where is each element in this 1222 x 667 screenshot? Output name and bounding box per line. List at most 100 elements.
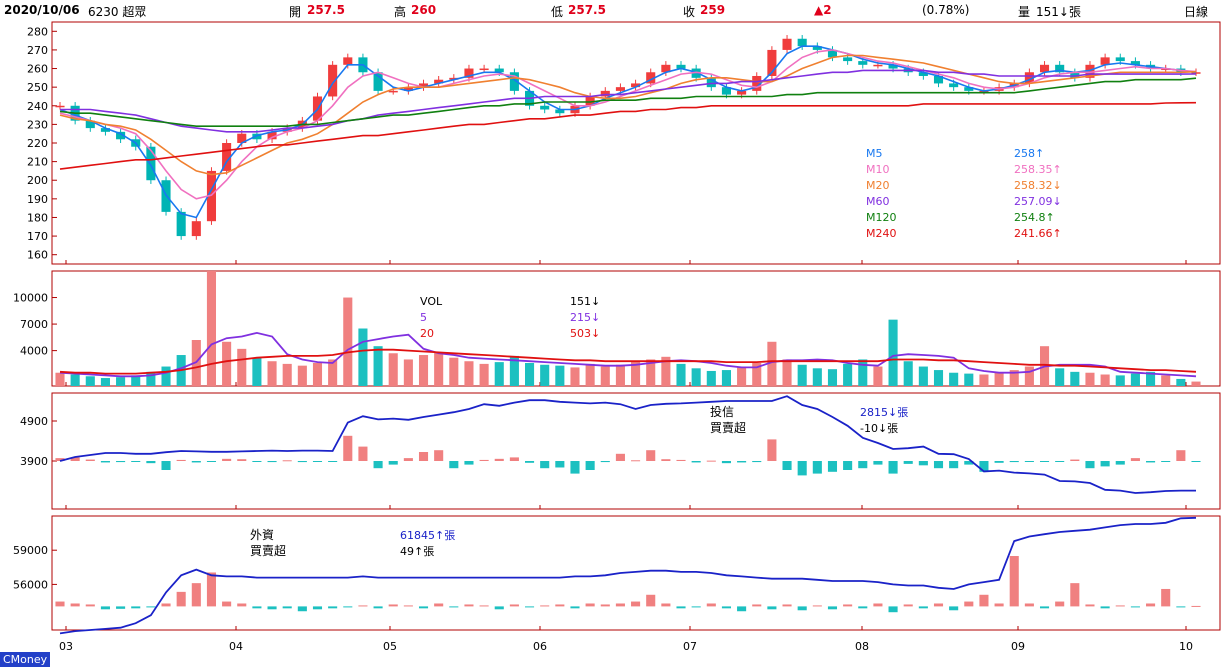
y-tick-label: 3900 (20, 455, 48, 468)
volume-bar (752, 363, 762, 386)
trust-net-bar (949, 461, 959, 469)
foreign-net-bar (964, 601, 974, 607)
foreign-net-bar (1130, 606, 1140, 608)
foreign-net-bar (494, 606, 504, 610)
volume-bar (1146, 371, 1156, 386)
foreign-net-bar (55, 601, 65, 607)
trust-net-bar (752, 461, 762, 463)
foreign-net-bar (903, 604, 913, 607)
foreign-net-bar (358, 605, 368, 607)
trust-net-bar (918, 461, 928, 466)
y-tick-label: 7000 (20, 318, 48, 331)
volume-bar (555, 365, 565, 386)
volume-bar (1191, 381, 1201, 386)
candle-body (752, 75, 762, 91)
trust-net-bar (737, 461, 747, 463)
trust-net-bar (964, 461, 974, 465)
trust-net-bar (540, 461, 550, 469)
x-tick-label: 09 (1011, 640, 1025, 653)
trust-net-bar (85, 459, 95, 461)
trust-net-bar (434, 450, 444, 461)
trust-net-bar (585, 461, 595, 470)
candle-body (782, 38, 792, 50)
trust-net-bar (1130, 458, 1140, 461)
candle-body (615, 87, 625, 91)
foreign-net-bar (1191, 605, 1201, 607)
open-label: 開 (289, 5, 302, 19)
trust-net-bar (782, 461, 792, 470)
foreign-net-bar (661, 603, 671, 607)
candle-body (858, 61, 868, 65)
change-value: ▲2 (814, 3, 832, 17)
trust-net-bar (222, 458, 232, 461)
candle-body (1024, 72, 1034, 84)
foreign-value: 61845↑張 (400, 529, 455, 542)
trust-net-bar (494, 458, 504, 461)
candle-body (1130, 61, 1140, 65)
volume-bar (282, 363, 292, 386)
candle-body (509, 72, 519, 91)
candle-body (706, 77, 716, 88)
open-value: 257.5 (307, 3, 345, 17)
legend-value: 258.35↑ (1014, 163, 1062, 176)
volume-bar (131, 375, 141, 386)
foreign-net-bar (100, 606, 110, 610)
change-percent: (0.78%) (922, 3, 970, 17)
trust-net-bar (797, 461, 807, 476)
foreign-net-bar (873, 603, 883, 607)
legend-name: M120 (866, 211, 897, 224)
foreign-net-bar (328, 606, 338, 609)
foreign-cumulative-line (59, 516, 1197, 635)
y-tick-label: 170 (27, 230, 48, 243)
candle-body (843, 57, 853, 62)
trust-net-bar (1100, 461, 1110, 467)
trust-net-bar (873, 461, 883, 465)
y-tick-label: 250 (27, 81, 48, 94)
volume-bar (540, 364, 550, 386)
y-tick-label: 160 (27, 249, 48, 262)
foreign-net-bar (1070, 583, 1080, 607)
trust-net-bar (600, 461, 610, 463)
period-tab[interactable]: 日線 (1184, 5, 1209, 19)
volume-bar (297, 365, 307, 386)
volume-bar (449, 357, 459, 386)
foreign-net-bar (646, 594, 656, 607)
volume-bar (525, 363, 535, 386)
volume-bar (464, 361, 474, 386)
foreign-net-bar (222, 601, 232, 607)
volume-bar (933, 370, 944, 386)
volume-bar (358, 328, 368, 386)
foreign-net-bar (600, 604, 610, 607)
candle-body (631, 83, 641, 88)
volume-label: 量 (1018, 5, 1031, 19)
candle-body (373, 72, 383, 91)
foreign-net-bar (312, 606, 323, 610)
foreign-net-bar (267, 606, 277, 610)
trust-net-bar (55, 458, 65, 461)
trust-net-bar (1085, 461, 1095, 469)
trust-net-bar (933, 461, 944, 469)
foreign-net-bar (85, 604, 95, 607)
trust-net-bar (146, 461, 156, 464)
trust-net-bar (979, 461, 989, 472)
candle-body (191, 221, 201, 237)
legend-name: M240 (866, 227, 897, 240)
trust-net-bar (161, 461, 171, 470)
foreign-net-bar (479, 605, 489, 607)
foreign-net-bar (1024, 603, 1034, 607)
volume-bar (146, 371, 156, 386)
foreign-net-bar (858, 606, 868, 609)
candle-body (100, 128, 110, 132)
foreign-net-bar (176, 591, 186, 607)
volume-bar (646, 359, 656, 386)
legend-value: 257.09↓ (1014, 195, 1062, 208)
foreign-label: 買賣超 (250, 543, 286, 558)
volume-bar (312, 363, 323, 386)
y-tick-label: 59000 (13, 544, 48, 557)
foreign-net-bar (70, 603, 80, 607)
foreign-net-bar (509, 604, 519, 607)
trust-net-bar (358, 446, 368, 461)
foreign-net-bar (706, 603, 716, 607)
trust-net-bar (1176, 450, 1186, 461)
close-value: 259 (700, 3, 726, 17)
